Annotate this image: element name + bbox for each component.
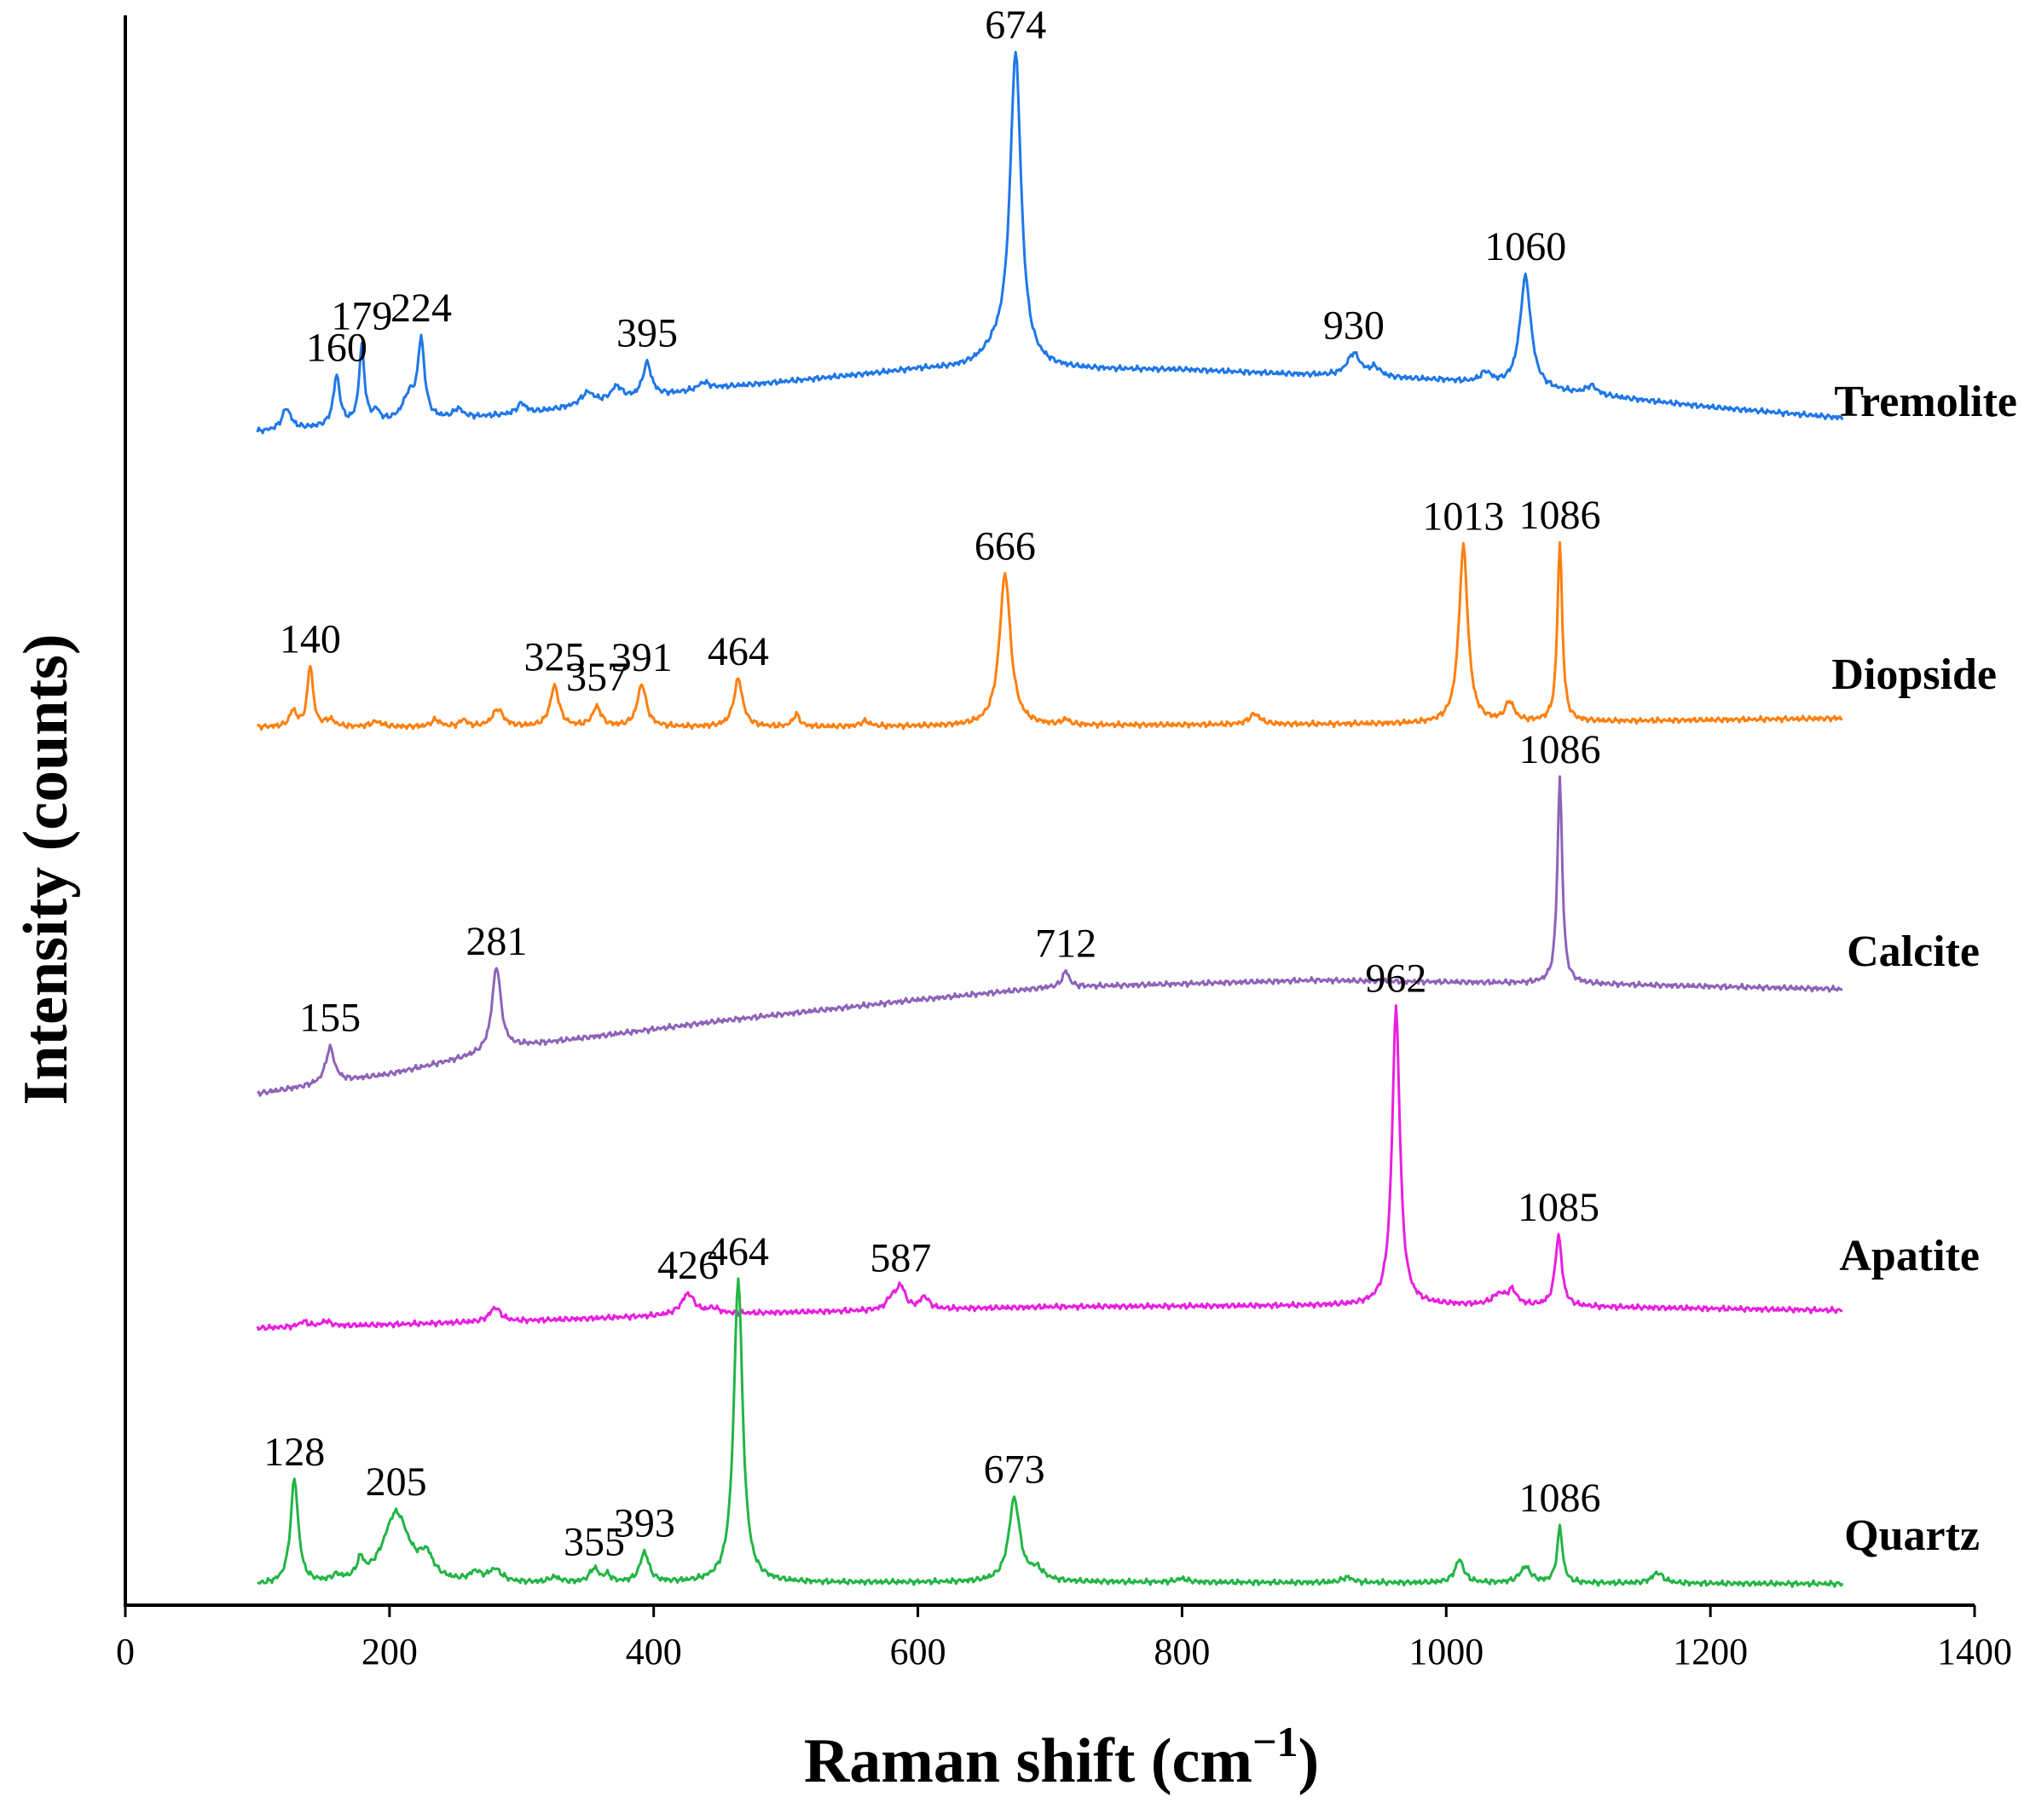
peak-label: 1060 [1484, 224, 1566, 269]
x-axis-title-close: ) [1298, 1726, 1320, 1796]
peak-label: 355 [564, 1519, 625, 1564]
peak-label: 325 [524, 634, 586, 679]
peak-label: 712 [1035, 921, 1096, 966]
peak-label: 391 [611, 635, 673, 680]
series-line-tremolite [256, 50, 1844, 435]
peak-label: 930 [1323, 303, 1385, 349]
peak-label: 426 [657, 1243, 719, 1288]
peak-label: 587 [870, 1236, 931, 1281]
peak-label: 674 [985, 3, 1046, 48]
series-line-calcite [256, 775, 1843, 1097]
peak-label: 464 [708, 1229, 769, 1274]
peak-label: 1086 [1519, 1476, 1601, 1521]
peak-label: 205 [366, 1459, 427, 1505]
series-line-quartz [257, 1277, 1844, 1588]
peak-label: 1085 [1518, 1185, 1599, 1230]
x-tick-label: 400 [626, 1631, 682, 1673]
peak-label: 128 [263, 1430, 325, 1475]
x-axis-title: Raman shift (cm−1) [804, 1718, 1319, 1796]
series-name-quartz: Quartz [1844, 1511, 1980, 1560]
peak-label: 962 [1365, 956, 1426, 1002]
series-calcite: 155 281 712 1086 Calcite [256, 727, 1980, 1097]
series-line-diopside [256, 540, 1843, 731]
axes-layer [124, 15, 1975, 1607]
peak-label: 464 [708, 629, 769, 674]
series-apatite: 426 587 962 1085 Apatite [256, 956, 1980, 1332]
series-name-apatite: Apatite [1839, 1232, 1980, 1280]
x-tick-label: 200 [361, 1631, 418, 1673]
peak-label: 160 [306, 326, 367, 371]
x-tick-label: 1000 [1408, 1631, 1483, 1673]
peak-label: 357 [566, 655, 628, 700]
x-axis-title-superscript: −1 [1252, 1718, 1298, 1765]
peak-label: 395 [616, 310, 678, 355]
peak-label: 224 [390, 286, 452, 331]
peak-label: 1013 [1422, 494, 1504, 539]
series-line-apatite [256, 1004, 1843, 1332]
x-ticks: 0 200 400 600 800 1000 1200 1400 [116, 1605, 2012, 1673]
peak-label: 179 [331, 294, 392, 339]
peak-label: 393 [614, 1500, 675, 1546]
x-tick-label: 800 [1154, 1631, 1210, 1673]
x-tick-label: 1200 [1673, 1631, 1748, 1673]
x-tick-label: 600 [890, 1631, 946, 1673]
peak-label: 666 [975, 523, 1036, 569]
peak-label: 1086 [1519, 493, 1601, 538]
series-name-diopside: Diopside [1831, 650, 1997, 699]
y-axis-title: Intensity (counts) [11, 634, 81, 1106]
peak-label: 155 [299, 996, 361, 1041]
peak-label: 673 [984, 1447, 1045, 1493]
x-tick-label: 1400 [1937, 1631, 2012, 1673]
series-name-calcite: Calcite [1847, 927, 1980, 976]
peak-label: 281 [466, 919, 527, 964]
x-axis-title-main: Raman shift (cm [804, 1726, 1252, 1796]
peak-label: 140 [280, 616, 341, 662]
x-tick-label: 0 [116, 1631, 135, 1673]
peak-label: 1086 [1519, 727, 1601, 772]
series-name-tremolite: Tremolite [1834, 378, 2017, 426]
